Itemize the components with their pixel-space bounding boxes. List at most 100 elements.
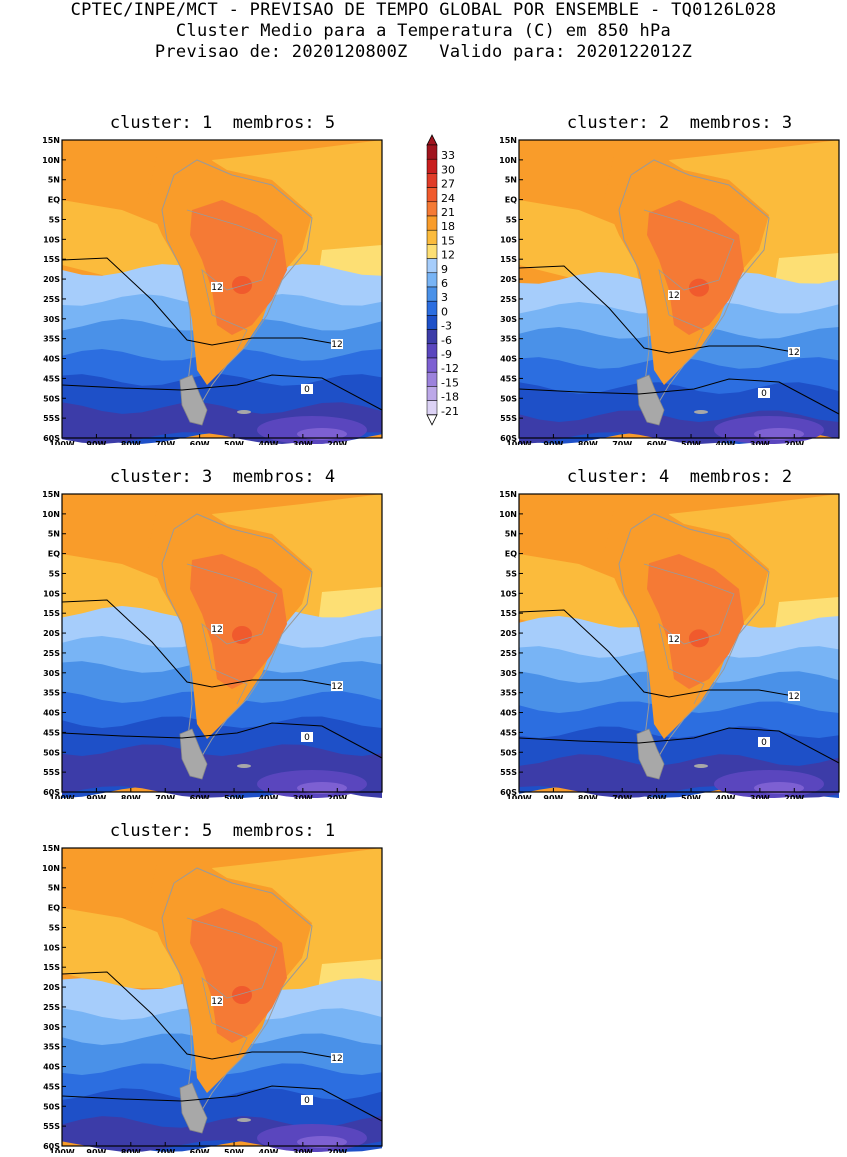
panel-title-4: cluster: 4 membros: 2 [566, 467, 793, 487]
hot-core [689, 278, 709, 297]
lat-tick-label: 45S [500, 728, 517, 737]
contour-label: 0 [304, 733, 310, 743]
isoline-0 [61, 1085, 383, 1122]
lat-tick-label: 35S [43, 335, 60, 344]
coastline [161, 867, 313, 1119]
hot-core [689, 629, 709, 648]
hot-core [232, 276, 252, 294]
colorbar-swatch [426, 315, 438, 330]
lon-tick-label: 80W [121, 794, 141, 799]
colorbar-swatch [426, 286, 438, 302]
colorbar-label: 0 [441, 305, 448, 318]
colorbar-swatch [426, 201, 438, 217]
colorbar-swatch [426, 158, 438, 174]
warm-ocean-west [519, 200, 639, 280]
lon-tick-label: 30W [293, 794, 313, 799]
contour-label-bg [788, 691, 800, 701]
panel-title-5: cluster: 5 membros: 1 [109, 821, 336, 841]
lat-tick-label: 30S [43, 669, 60, 678]
header-subtitle: Cluster Medio para a Temperatura (C) em … [175, 21, 672, 41]
lat-tick-label: 40S [43, 709, 60, 718]
lat-tick-label: 5N [48, 530, 60, 539]
lat-tick-label: 5S [506, 215, 518, 224]
colorbar-label: 9 [441, 263, 448, 276]
lat-tick-label: 60S [43, 788, 60, 797]
plot-frame [518, 139, 840, 439]
lat-tick-label: 5N [48, 176, 60, 185]
lat-tick-label: 50S [43, 394, 60, 403]
lon-tick-label: 20W [327, 794, 347, 799]
contour-label-bg [788, 347, 800, 357]
lat-tick-label: 60S [500, 788, 517, 797]
lon-tick-label: 90W [543, 794, 563, 799]
contour-label: 12 [211, 625, 222, 635]
coastline [161, 513, 313, 765]
lat-tick-label: 10N [42, 156, 60, 165]
contour-label: 12 [331, 340, 342, 350]
lon-tick-label: 100W [506, 794, 532, 799]
lat-tick-label: 25S [500, 295, 517, 304]
lat-tick-label: 20S [43, 629, 60, 638]
lon-tick-label: 20W [327, 440, 347, 445]
lat-tick-label: 35S [500, 689, 517, 698]
isoline-0 [518, 727, 840, 764]
contour-label: 12 [668, 635, 679, 645]
cold-core-inner [297, 1136, 347, 1148]
contour-label: 0 [304, 1096, 310, 1106]
lat-tick-label: 15S [43, 963, 60, 972]
colorbar-label: 3 [441, 291, 448, 304]
colorbar-label: -15 [441, 376, 459, 389]
hot-core [232, 986, 252, 1004]
contour-label-bg [211, 624, 223, 634]
lat-tick-label: 5N [505, 530, 517, 539]
colorbar-label: -3 [441, 320, 452, 333]
contour-label-bg [331, 339, 343, 349]
contour-label: 0 [761, 738, 767, 748]
lon-tick-label: 60W [647, 440, 667, 445]
tierra-del-fuego [179, 374, 208, 426]
lat-tick-label: 15N [499, 490, 517, 499]
colorbar-top-arrow [426, 134, 438, 146]
colorbar-label: 6 [441, 277, 448, 290]
colorbar-swatch [426, 173, 438, 188]
lon-tick-label: 60W [647, 794, 667, 799]
contour-label-bg [211, 996, 223, 1006]
lat-tick-label: 25S [43, 1003, 60, 1012]
lon-tick-label: 70W [155, 440, 175, 445]
contour-label: 0 [304, 385, 310, 395]
lat-tick-label: 20S [43, 983, 60, 992]
lat-tick-label: 45S [43, 728, 60, 737]
contour-label-bg [331, 681, 343, 691]
lon-tick-label: 70W [612, 440, 632, 445]
lat-tick-label: 15N [42, 490, 60, 499]
panel-title-3: cluster: 3 membros: 4 [109, 467, 336, 487]
warm-ocean-west [62, 908, 182, 988]
colorbar-label: 27 [441, 178, 455, 191]
colorbar-swatch [426, 187, 438, 203]
colorbar-swatch [426, 244, 438, 259]
lat-tick-label: 50S [43, 748, 60, 757]
colorbar-swatch [426, 300, 438, 316]
isoline-12 [518, 609, 800, 698]
colorbar-swatch [426, 329, 438, 345]
continent-hot [647, 554, 744, 689]
tierra-del-fuego [179, 1082, 208, 1134]
lon-tick-label: 40W [258, 440, 278, 445]
lat-tick-label: 50S [500, 394, 517, 403]
lat-tick-label: 5N [505, 176, 517, 185]
colorbar-swatch [426, 258, 438, 274]
isoline-0 [518, 378, 840, 415]
internal-borders [186, 563, 278, 705]
map-panel-4: 12 12 0 15N 10N 5N EQ 5S 10S 15S 20S 25S 30S 35S 40S 45… [499, 490, 840, 799]
lat-tick-label: 10S [43, 943, 60, 952]
header-dates: Previsao de: 2020120800Z Valido para: 20… [154, 42, 693, 62]
lon-tick-label: 50W [224, 440, 244, 445]
lon-tick-label: 60W [190, 794, 210, 799]
lon-tick-label: 90W [86, 794, 106, 799]
lat-tick-label: 15N [42, 844, 60, 853]
contour-label-bg [211, 282, 223, 292]
lon-tick-label: 50W [224, 794, 244, 799]
header-title: CPTEC/INPE/MCT - PREVISAO DE TEMPO GLOBA… [70, 0, 777, 20]
lat-tick-label: 30S [43, 1023, 60, 1032]
